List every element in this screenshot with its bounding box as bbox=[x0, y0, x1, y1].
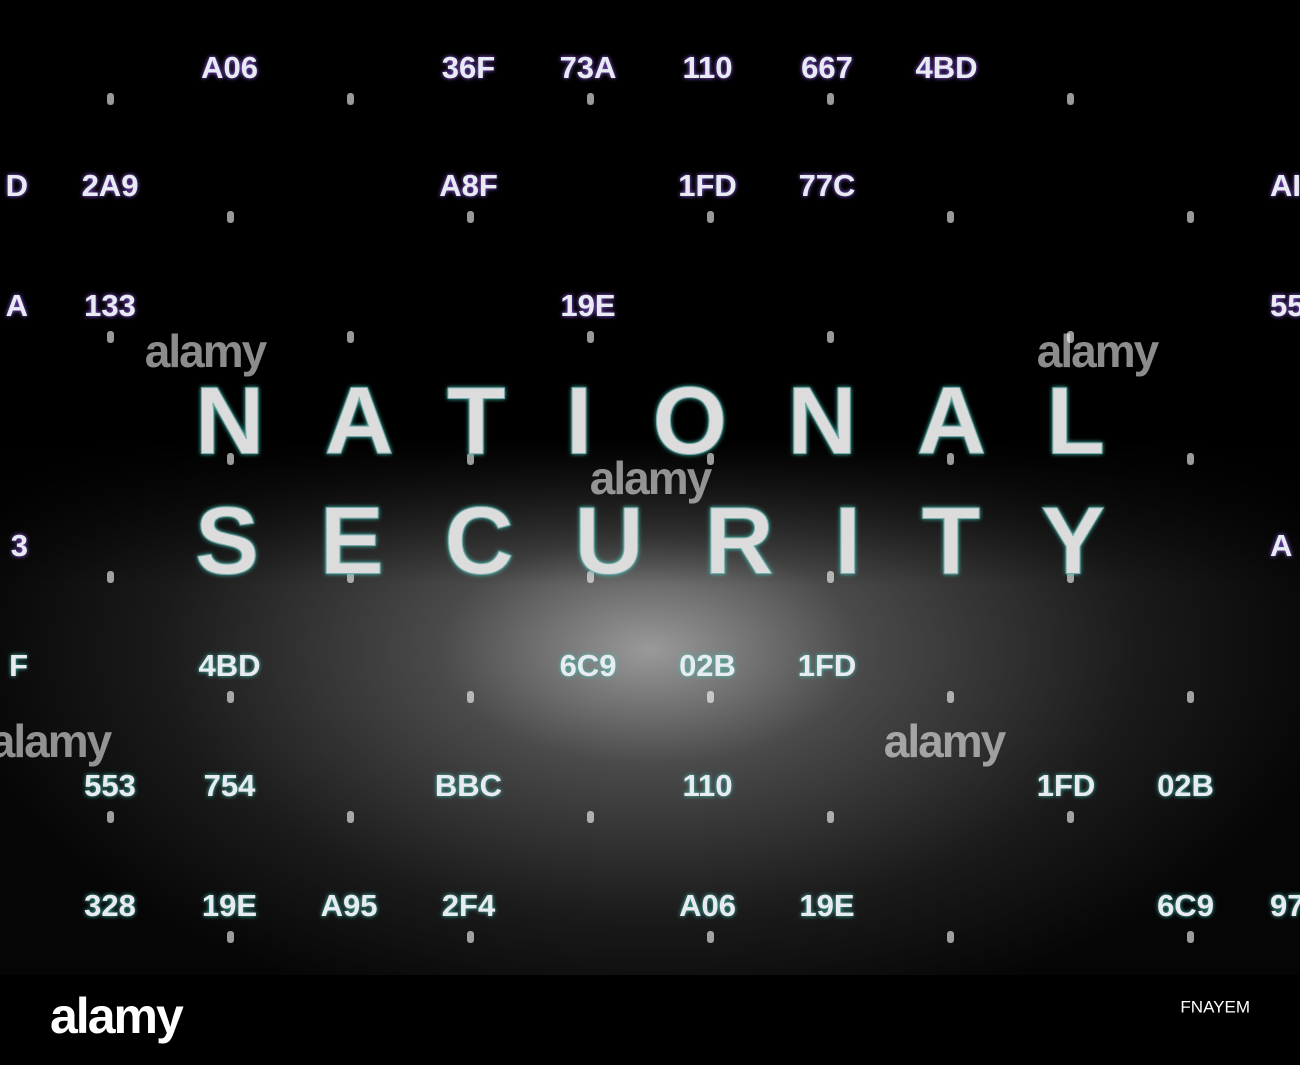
hex-code: 110 bbox=[682, 50, 732, 85]
marker bbox=[707, 211, 714, 223]
marker bbox=[827, 331, 834, 343]
watermark: alamy bbox=[145, 325, 268, 377]
marker bbox=[1067, 331, 1074, 343]
hex-code: BBC bbox=[435, 768, 502, 803]
hex-code: 6C9 bbox=[1157, 888, 1214, 923]
marker bbox=[1067, 571, 1074, 583]
background-shade bbox=[0, 0, 1300, 975]
marker bbox=[347, 811, 354, 823]
marker bbox=[827, 93, 834, 105]
marker bbox=[707, 931, 714, 943]
hex-code: A06 bbox=[201, 50, 258, 85]
watermark: alamy bbox=[0, 715, 113, 767]
hex-code: 110 bbox=[682, 768, 732, 803]
marker bbox=[1067, 811, 1074, 823]
hex-code: 73A bbox=[560, 50, 617, 85]
image-id: FNAYEM bbox=[1180, 997, 1250, 1016]
hex-code: 133 bbox=[84, 288, 136, 323]
hex-code: F bbox=[9, 648, 28, 683]
hex-code: A bbox=[1270, 528, 1292, 563]
hex-code: 553 bbox=[84, 768, 136, 803]
hex-code: 3 bbox=[11, 528, 28, 563]
footer-bar bbox=[0, 975, 1300, 1065]
marker bbox=[227, 453, 234, 465]
marker bbox=[347, 93, 354, 105]
marker bbox=[947, 453, 954, 465]
hex-code: 1FD bbox=[798, 648, 857, 683]
watermark: alamy bbox=[590, 452, 713, 504]
marker bbox=[347, 571, 354, 583]
marker bbox=[107, 811, 114, 823]
marker bbox=[107, 571, 114, 583]
hex-code: A bbox=[6, 288, 28, 323]
marker bbox=[707, 453, 714, 465]
marker bbox=[1067, 93, 1074, 105]
watermark: alamy bbox=[1037, 325, 1160, 377]
marker bbox=[1187, 691, 1194, 703]
marker bbox=[947, 691, 954, 703]
hex-code: A8F bbox=[439, 168, 498, 203]
hex-code: 19E bbox=[799, 888, 854, 923]
marker bbox=[107, 93, 114, 105]
hex-code: A95 bbox=[321, 888, 378, 923]
hex-code: A06 bbox=[679, 888, 736, 923]
marker bbox=[107, 331, 114, 343]
marker bbox=[587, 93, 594, 105]
marker bbox=[467, 691, 474, 703]
marker bbox=[827, 571, 834, 583]
hex-code: 02B bbox=[1157, 768, 1214, 803]
marker bbox=[947, 931, 954, 943]
marker bbox=[347, 331, 354, 343]
marker bbox=[227, 931, 234, 943]
footer-logo: alamy bbox=[50, 988, 184, 1044]
marker bbox=[1187, 453, 1194, 465]
hex-code: 667 bbox=[801, 50, 853, 85]
hex-code: 754 bbox=[204, 768, 256, 803]
marker bbox=[587, 331, 594, 343]
hex-code: AI bbox=[1270, 168, 1300, 203]
marker bbox=[1187, 931, 1194, 943]
hex-code: 1FD bbox=[1037, 768, 1096, 803]
marker bbox=[587, 811, 594, 823]
marker bbox=[227, 211, 234, 223]
marker bbox=[227, 691, 234, 703]
hex-code: 2F4 bbox=[442, 888, 496, 923]
hex-code: 55 bbox=[1270, 288, 1300, 323]
hex-code: 19E bbox=[560, 288, 615, 323]
hex-code: 4BD bbox=[198, 648, 260, 683]
marker bbox=[587, 571, 594, 583]
hex-code: 36F bbox=[442, 50, 495, 85]
hex-code: 328 bbox=[84, 888, 136, 923]
hex-code: 2A9 bbox=[82, 168, 139, 203]
hex-code: 77C bbox=[799, 168, 856, 203]
marker bbox=[467, 211, 474, 223]
marker bbox=[827, 811, 834, 823]
marker bbox=[1187, 211, 1194, 223]
hex-code: 6C9 bbox=[560, 648, 617, 683]
hex-code: 4BD bbox=[915, 50, 977, 85]
hex-code: 02B bbox=[679, 648, 736, 683]
watermark: alamy bbox=[884, 715, 1007, 767]
marker bbox=[467, 931, 474, 943]
marker bbox=[467, 453, 474, 465]
hex-code: 1FD bbox=[678, 168, 737, 203]
hex-code: 97 bbox=[1270, 888, 1300, 923]
hex-code: D bbox=[6, 168, 28, 203]
marker bbox=[707, 691, 714, 703]
hex-code: 19E bbox=[202, 888, 257, 923]
marker bbox=[947, 211, 954, 223]
